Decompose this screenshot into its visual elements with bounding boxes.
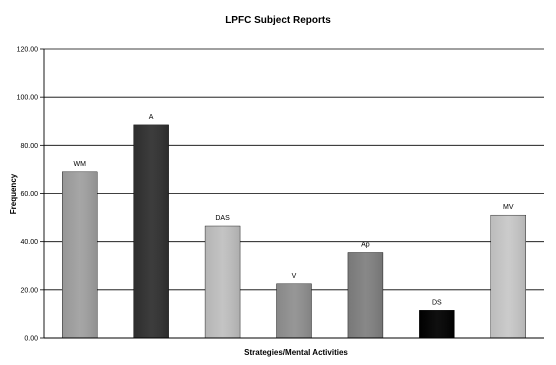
bar-shade bbox=[205, 226, 241, 338]
bar-label: V bbox=[292, 273, 297, 280]
bar-label: A bbox=[149, 114, 154, 121]
gridlines bbox=[44, 48, 544, 291]
chart-title: LPFC Subject Reports bbox=[225, 15, 331, 26]
bar-shade bbox=[62, 171, 98, 338]
y-tick-labels: 0.00 20.00 40.00 60.00 80.00 100.00 120.00 bbox=[17, 47, 39, 343]
bar-label: DAS bbox=[215, 215, 230, 222]
bar-label: DS bbox=[432, 299, 442, 306]
bar-shade bbox=[276, 283, 312, 338]
bar-shade bbox=[133, 124, 169, 338]
axes bbox=[40, 48, 544, 339]
x-axis-title: Strategies/Mental Activities bbox=[244, 348, 348, 357]
bar-label: WM bbox=[73, 161, 86, 168]
bar-labels: WM A DAS V Ap DS MV bbox=[73, 114, 513, 306]
y-tick-label: 80.00 bbox=[20, 143, 38, 150]
bar-shade bbox=[419, 310, 455, 338]
y-tick-label: 20.00 bbox=[20, 287, 38, 294]
y-tick-label: 120.00 bbox=[17, 47, 39, 54]
bar-label: Ap bbox=[361, 242, 370, 249]
y-tick-label: 100.00 bbox=[17, 95, 39, 102]
bar-label: MV bbox=[503, 204, 514, 211]
y-axis-title: Frequency bbox=[9, 173, 18, 214]
bars bbox=[62, 124, 526, 339]
y-tick-label: 60.00 bbox=[20, 191, 38, 198]
bar-shade bbox=[490, 215, 526, 338]
y-tick-label: 40.00 bbox=[20, 239, 38, 246]
bar-shade bbox=[347, 252, 383, 338]
y-tick-label: 0.00 bbox=[24, 336, 38, 343]
